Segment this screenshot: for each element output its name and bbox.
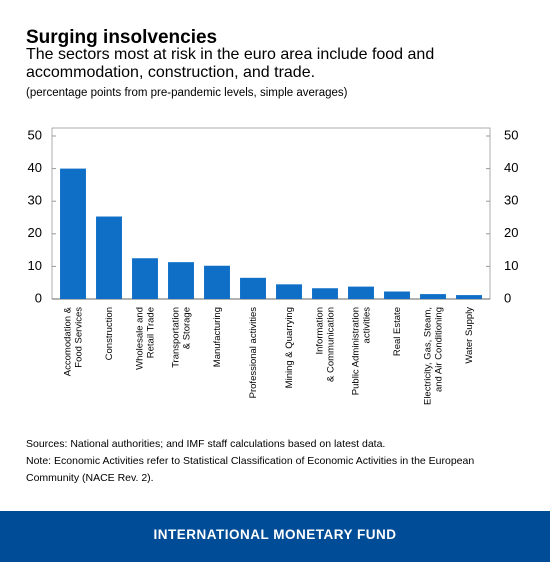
- bar: [420, 294, 446, 299]
- bar: [168, 262, 194, 299]
- bar: [204, 265, 230, 299]
- y-tick-label: 20: [28, 225, 42, 240]
- y2-tick-label: 30: [504, 193, 518, 208]
- bar: [276, 284, 302, 299]
- y2-tick-label: 50: [504, 127, 518, 142]
- y2-tick-label: 10: [504, 258, 518, 273]
- y-tick-label: 10: [28, 258, 42, 273]
- bar: [96, 216, 122, 299]
- x-tick-label: Professional activities: [248, 307, 259, 399]
- y-tick-label: 30: [28, 193, 42, 208]
- unit-note: (percentage points from pre-pandemic lev…: [26, 87, 348, 99]
- x-tick-label: Electricity, Gas, Steam,and Air Conditio…: [422, 307, 444, 405]
- bar: [132, 258, 158, 299]
- chart-title: Surging insolvencies: [26, 27, 217, 48]
- bar: [384, 291, 410, 299]
- bar: [60, 168, 86, 299]
- x-tick-label: Manufacturing: [212, 307, 223, 367]
- y2-tick-label: 20: [504, 225, 518, 240]
- footer: INTERNATIONAL MONETARY FUND: [0, 511, 550, 562]
- x-tick-label: Public Administrationactivities: [350, 307, 372, 395]
- x-tick-label: Construction: [104, 307, 115, 360]
- y2-tick-label: 40: [504, 160, 518, 175]
- x-tick-label: Real Estate: [392, 307, 403, 356]
- x-tick-label: Accomodation &Food Services: [62, 306, 84, 376]
- chart-subtitle: The sectors most at risk in the euro are…: [26, 46, 435, 81]
- x-tick-label: Transportation& Storage: [170, 307, 192, 368]
- x-tick-label: Wholesale andRetail Trade: [134, 307, 156, 370]
- note: Note: Economic Activities refer to Stati…: [26, 455, 475, 484]
- y-tick-label: 0: [35, 290, 42, 305]
- sources: Sources: National authorities; and IMF s…: [26, 438, 386, 450]
- y-tick-label: 50: [28, 127, 42, 142]
- x-tick-label: Water Supply: [464, 307, 475, 364]
- x-tick-label: Information& Communication: [314, 307, 336, 382]
- subtitle-box: The sectors most at risk in the euro are…: [26, 46, 435, 81]
- y2-tick-label: 0: [504, 290, 511, 305]
- bar: [456, 295, 482, 299]
- bar: [240, 277, 266, 299]
- bar: [312, 288, 338, 299]
- x-tick-label: Mining & Quarrying: [284, 307, 295, 388]
- bar: [348, 286, 374, 299]
- y-tick-label: 40: [28, 160, 42, 175]
